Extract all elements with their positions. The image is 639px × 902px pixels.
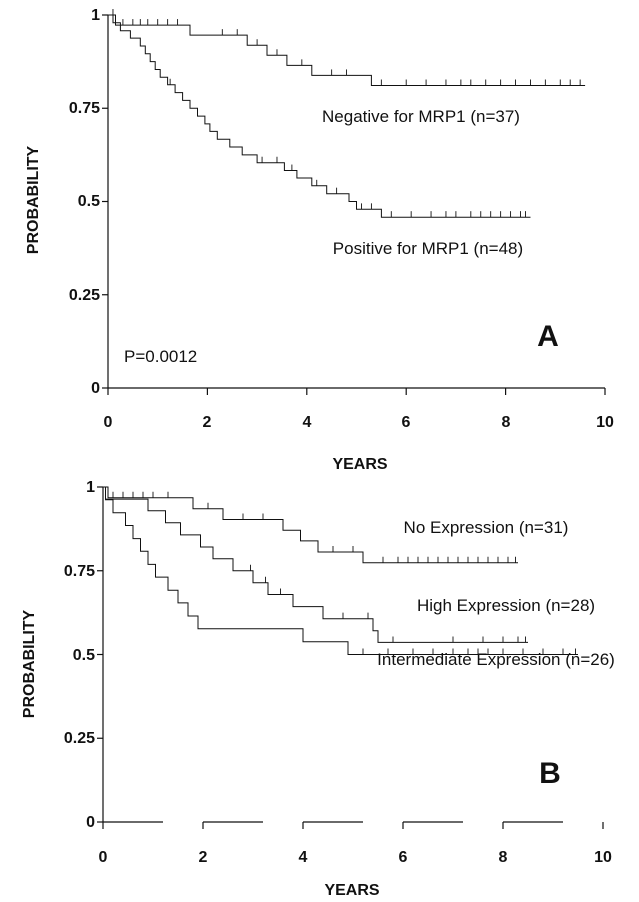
- panel-a-letter: A: [537, 320, 559, 353]
- panel-b-xtick-label-4: 4: [299, 849, 308, 866]
- panel-a-series-label-positive: Positive for MRP1 (n=48): [333, 239, 523, 258]
- panel-a-series-0-curve: [108, 14, 586, 86]
- panel-a-ytick-label-0.5: 0.5: [78, 193, 100, 210]
- panel-b-xtick-label-6: 6: [399, 849, 408, 866]
- panel-b-series-label-intermediate-expression: Intermediate Expression (n=26): [377, 650, 615, 669]
- panel-a-ytick-label-0.25: 0.25: [69, 287, 100, 304]
- panel-a-ytick-label-0: 0: [91, 380, 100, 397]
- panel-b: 1 0.75 0.5 0.25 0 0 2 4 6 8 10 YEARS PRO…: [21, 479, 615, 899]
- panel-a-xtick-label-8: 8: [502, 414, 511, 431]
- panel-a-y-axis-title: PROBABILITY: [25, 145, 42, 254]
- panel-b-ytick-label-1: 1: [86, 479, 95, 496]
- panel-a-xtick-label-10: 10: [596, 414, 614, 431]
- panel-a-ticks: [102, 14, 606, 395]
- panel-a-curves: [108, 9, 586, 218]
- panel-b-curves: [103, 486, 578, 655]
- panel-a: 1 0.75 0.5 0.25 0 0 2 4 6 8 10 YEARS PRO…: [25, 7, 614, 473]
- panel-b-series-label-no-expression: No Expression (n=31): [404, 518, 569, 537]
- panel-b-x-axis-title: YEARS: [324, 882, 379, 899]
- panel-a-x-axis-title: YEARS: [332, 456, 387, 473]
- panel-a-xtick-label-2: 2: [203, 414, 212, 431]
- panel-a-series-label-negative: Negative for MRP1 (n=37): [322, 107, 520, 126]
- panel-b-ytick-label-0.75: 0.75: [64, 563, 95, 580]
- panel-a-xtick-label-4: 4: [303, 414, 312, 431]
- panel-b-xtick-label-0: 0: [99, 849, 108, 866]
- panel-a-ytick-label-0.75: 0.75: [69, 100, 100, 117]
- panel-b-xtick-label-2: 2: [199, 849, 208, 866]
- panel-a-ytick-label-1: 1: [91, 7, 100, 24]
- panel-b-xtick-label-10: 10: [594, 849, 612, 866]
- panel-b-xtick-label-8: 8: [499, 849, 508, 866]
- panel-b-series-1-curve: [103, 486, 528, 643]
- panel-b-ytick-label-0.25: 0.25: [64, 730, 95, 747]
- panel-b-y-axis-title: PROBABILITY: [21, 609, 38, 718]
- panel-a-xtick-label-6: 6: [402, 414, 411, 431]
- panel-a-xtick-label-0: 0: [104, 414, 113, 431]
- panel-a-p-value: P=0.0012: [124, 347, 197, 366]
- panel-a-series-1-curve: [108, 14, 531, 218]
- panel-b-series-2-curve: [103, 486, 578, 655]
- panel-b-ytick-label-0.5: 0.5: [73, 647, 95, 664]
- panel-b-ticks: [97, 486, 604, 829]
- panel-b-letter: B: [539, 757, 561, 790]
- panel-b-series-label-high-expression: High Expression (n=28): [417, 596, 595, 615]
- panel-b-series-0-curve: [103, 486, 518, 564]
- panel-b-ytick-label-0: 0: [86, 814, 95, 831]
